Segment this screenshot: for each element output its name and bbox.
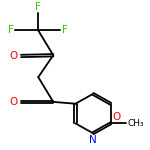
Text: F: F (8, 26, 14, 35)
Text: F: F (35, 2, 41, 12)
Text: O: O (112, 112, 121, 122)
Text: O: O (10, 97, 18, 107)
Text: F: F (61, 26, 67, 35)
Text: CH₃: CH₃ (127, 119, 144, 128)
Text: N: N (89, 135, 97, 145)
Text: O: O (10, 51, 18, 61)
